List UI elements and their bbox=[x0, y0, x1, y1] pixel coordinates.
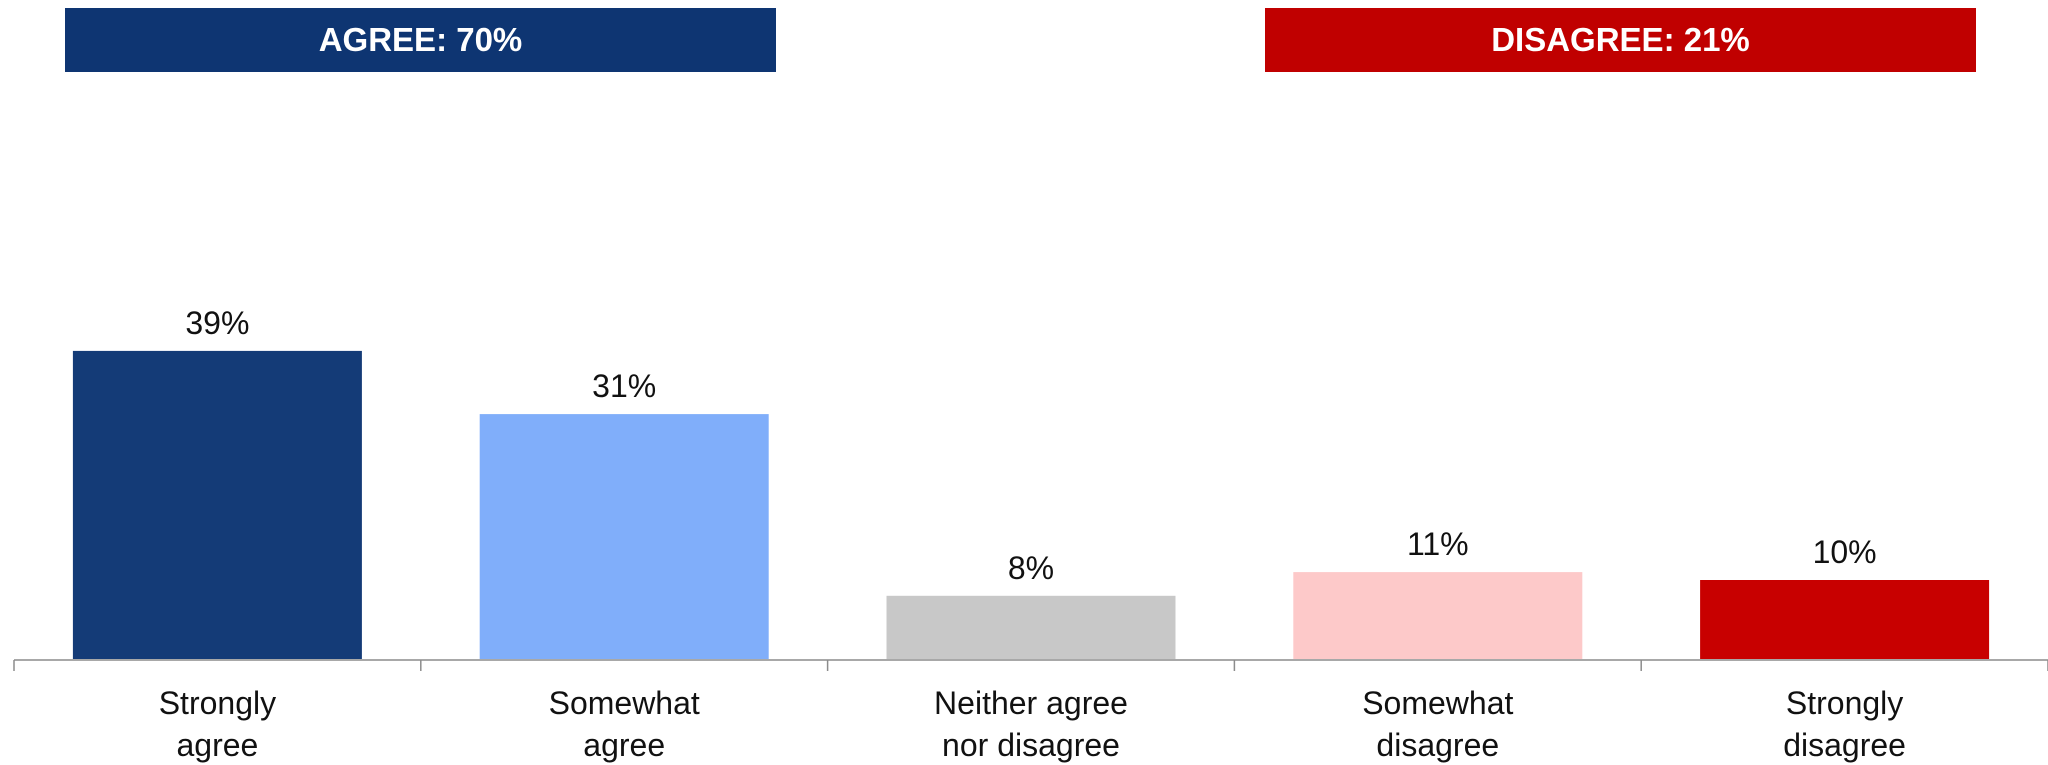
bar-value-label: 8% bbox=[1008, 550, 1054, 586]
category-label: Somewhat agree bbox=[549, 685, 700, 763]
category-label: Strongly disagree bbox=[1783, 685, 1906, 763]
agree-summary-banner: AGREE: 70% bbox=[65, 8, 776, 72]
agree-summary-label: AGREE: 70% bbox=[318, 21, 523, 58]
category-label: Somewhat disagree bbox=[1362, 685, 1513, 763]
bar-value-label: 39% bbox=[185, 305, 249, 341]
disagree-summary-label: DISAGREE: 21% bbox=[1491, 21, 1750, 58]
disagree-summary-banner: DISAGREE: 21% bbox=[1265, 8, 1976, 72]
bar-value-label: 10% bbox=[1813, 534, 1877, 570]
bar-value-label: 11% bbox=[1407, 526, 1469, 562]
bar bbox=[72, 350, 362, 659]
bar bbox=[1700, 580, 1990, 659]
category-label: Neither agree nor disagree bbox=[934, 685, 1128, 763]
bar bbox=[1293, 572, 1583, 659]
bar bbox=[886, 595, 1176, 659]
category-label: Strongly agree bbox=[159, 685, 276, 763]
bar bbox=[479, 414, 769, 659]
bar-value-label: 31% bbox=[592, 368, 656, 404]
